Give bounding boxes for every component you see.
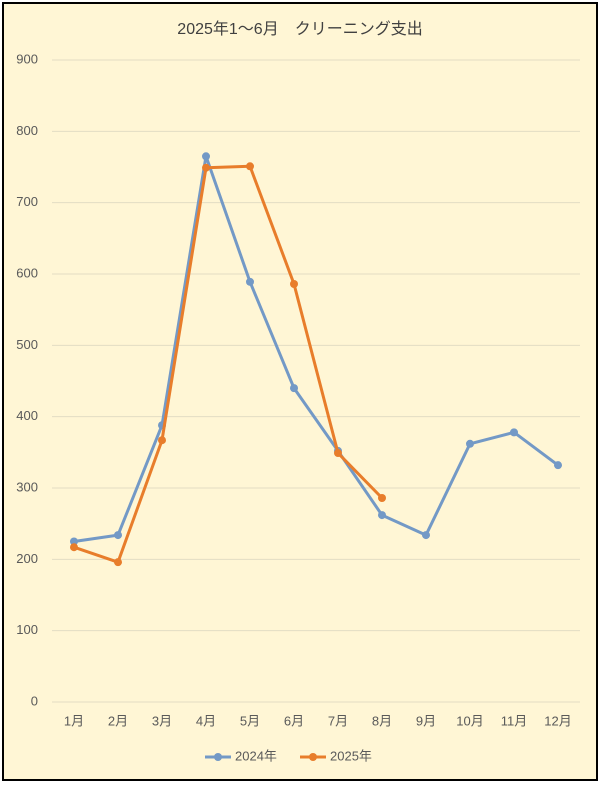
legend-label: 2024年: [235, 748, 277, 763]
data-point: [246, 162, 254, 171]
x-tick-label: 1月: [64, 713, 84, 728]
legend-marker: [309, 753, 317, 761]
x-tick-label: 7月: [328, 713, 348, 728]
y-tick-label: 0: [31, 693, 38, 708]
data-point: [158, 436, 166, 445]
data-point: [290, 384, 298, 393]
data-point: [378, 493, 386, 502]
series-line: [73, 154, 559, 543]
data-point: [554, 461, 562, 470]
x-tick-label: 3月: [152, 713, 172, 728]
x-tick-label: 6月: [284, 713, 304, 728]
y-tick-label: 300: [16, 479, 38, 494]
y-tick-label: 100: [16, 622, 38, 637]
x-tick-label: 9月: [416, 713, 436, 728]
x-tick-label: 2月: [108, 713, 128, 728]
legend-label: 2025年: [330, 748, 372, 763]
y-tick-label: 400: [16, 408, 38, 423]
data-point: [466, 439, 474, 448]
x-tick-label: 10月: [456, 713, 483, 728]
data-point: [378, 511, 386, 520]
y-tick-label: 900: [16, 51, 38, 66]
legend-marker: [214, 753, 222, 761]
y-tick-label: 800: [16, 123, 38, 138]
chart-title: 2025年1〜6月 クリーニング支出: [177, 20, 422, 38]
data-point: [246, 277, 254, 286]
x-tick-label: 4月: [196, 713, 216, 728]
series-line: [73, 164, 384, 564]
x-tick-label: 11月: [501, 713, 528, 728]
data-point: [290, 279, 298, 288]
data-point: [422, 531, 430, 540]
x-tick-label: 8月: [372, 713, 392, 728]
y-tick-label: 500: [16, 337, 38, 352]
data-point: [334, 449, 342, 458]
data-point: [114, 558, 122, 567]
y-tick-label: 600: [16, 265, 38, 280]
data-point: [202, 152, 210, 161]
x-tick-label: 5月: [240, 713, 260, 728]
data-point: [70, 537, 78, 546]
y-tick-label: 700: [16, 194, 38, 209]
data-point: [510, 428, 518, 437]
x-tick-label: 12月: [544, 713, 571, 728]
y-tick-label: 200: [16, 551, 38, 566]
data-point: [114, 531, 122, 540]
data-point: [202, 163, 210, 172]
data-point: [70, 543, 78, 552]
